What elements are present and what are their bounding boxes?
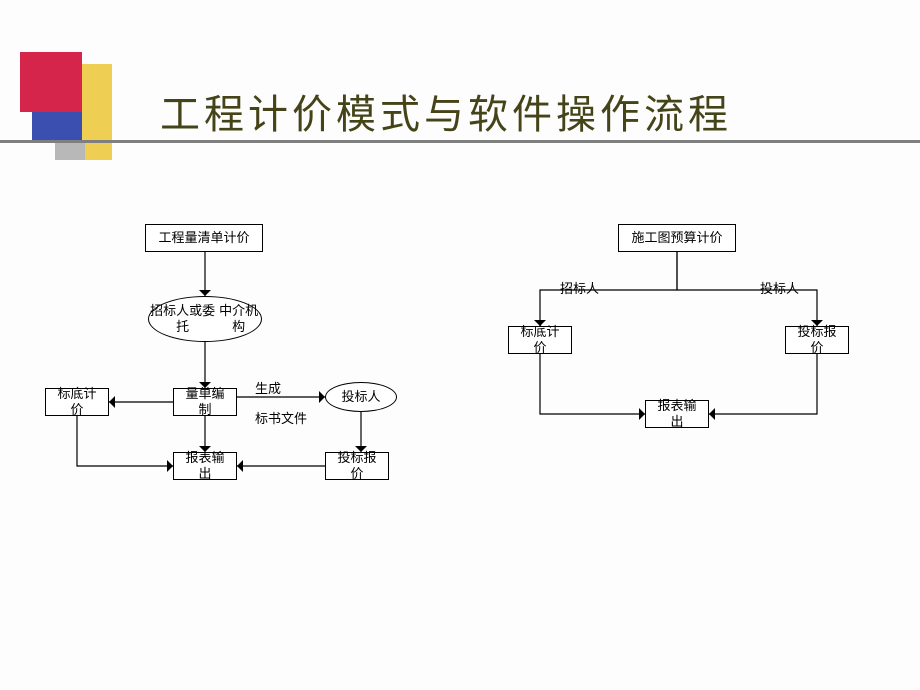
node-boq: 工程量清单计价 bbox=[145, 224, 263, 252]
node-bidder: 投标人 bbox=[325, 382, 397, 412]
decor-block-4 bbox=[55, 140, 85, 160]
node-compile: 量单编制 bbox=[173, 388, 237, 416]
decor-block-2 bbox=[82, 64, 112, 160]
decor-block-3 bbox=[32, 112, 82, 140]
node-base2: 标底计价 bbox=[508, 326, 572, 354]
node-base: 标底计价 bbox=[45, 388, 109, 416]
node-report: 报表输出 bbox=[173, 452, 237, 480]
node-bidprice: 投标报价 bbox=[325, 452, 389, 480]
node-agent: 招标人或委托中介机构 bbox=[148, 296, 262, 342]
title-underline bbox=[0, 140, 920, 143]
label-file: 标书文件 bbox=[255, 408, 307, 427]
decor-block-1 bbox=[20, 52, 82, 112]
node-bid2: 投标报价 bbox=[785, 326, 849, 354]
label-gen: 生成 bbox=[255, 378, 281, 397]
page-title: 工程计价模式与软件操作流程 bbox=[160, 82, 732, 140]
node-report2: 报表输出 bbox=[645, 400, 709, 428]
label-tender: 投标人 bbox=[760, 278, 799, 297]
node-drawing: 施工图预算计价 bbox=[618, 224, 736, 252]
label-owner: 招标人 bbox=[560, 278, 599, 297]
